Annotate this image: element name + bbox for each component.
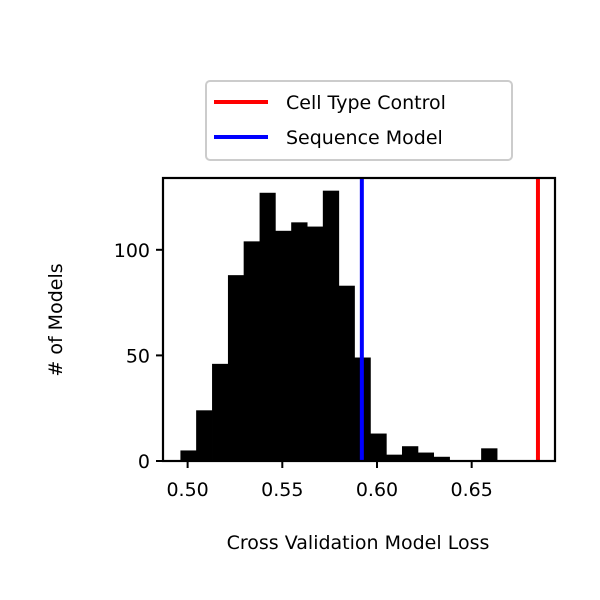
legend: Cell Type Control Sequence Model xyxy=(205,80,513,161)
histogram-bar xyxy=(243,241,260,461)
histogram-bar xyxy=(307,226,324,461)
histogram-bar xyxy=(212,363,229,461)
histogram-bar xyxy=(338,285,355,461)
legend-box xyxy=(205,80,513,161)
histogram-bar xyxy=(401,446,419,461)
histogram-bar xyxy=(386,454,403,461)
x-axis-ticks: 0.50 0.55 0.60 0.65 xyxy=(166,461,493,501)
reference-lines xyxy=(359,178,540,461)
y-axis-label: # of Models xyxy=(45,263,67,376)
histogram-bar xyxy=(275,230,292,461)
histogram-bar xyxy=(196,410,213,461)
histogram-bar xyxy=(433,456,450,461)
legend-label-sequence-model: Sequence Model xyxy=(286,127,443,149)
x-tick-label: 0.60 xyxy=(356,479,398,501)
legend-label-cell-type-control: Cell Type Control xyxy=(286,92,446,114)
histogram-bar xyxy=(417,452,435,461)
x-tick-label: 0.55 xyxy=(261,479,303,501)
x-axis-label: Cross Validation Model Loss xyxy=(227,532,490,554)
histogram-bar xyxy=(227,275,245,461)
y-tick-label: 100 xyxy=(114,240,150,262)
y-tick-label: 0 xyxy=(138,451,150,473)
histogram-bars xyxy=(180,190,498,462)
x-tick-label: 0.65 xyxy=(451,479,493,501)
histogram-bar xyxy=(322,190,340,462)
histogram-bar xyxy=(481,448,498,461)
histogram-bar xyxy=(259,192,276,461)
plot-frame xyxy=(161,176,557,463)
histogram-bar xyxy=(180,450,197,461)
y-axis-ticks: 0 50 100 xyxy=(114,240,163,473)
histogram-bar xyxy=(291,222,308,461)
x-tick-label: 0.50 xyxy=(166,479,208,501)
histogram-bar xyxy=(370,433,387,461)
y-tick-label: 50 xyxy=(126,345,150,367)
